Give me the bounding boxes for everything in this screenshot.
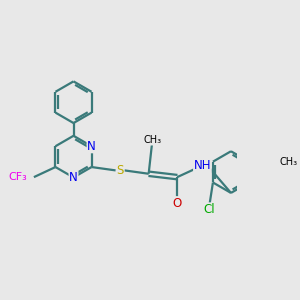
Text: CH₃: CH₃ <box>144 135 162 145</box>
Text: N: N <box>69 171 78 184</box>
Text: CH₃: CH₃ <box>279 157 298 167</box>
Text: CF₃: CF₃ <box>8 172 27 182</box>
Text: S: S <box>116 164 124 177</box>
Text: NH: NH <box>194 159 211 172</box>
Text: Cl: Cl <box>204 203 215 216</box>
Text: N: N <box>87 140 96 153</box>
Text: O: O <box>172 197 182 210</box>
